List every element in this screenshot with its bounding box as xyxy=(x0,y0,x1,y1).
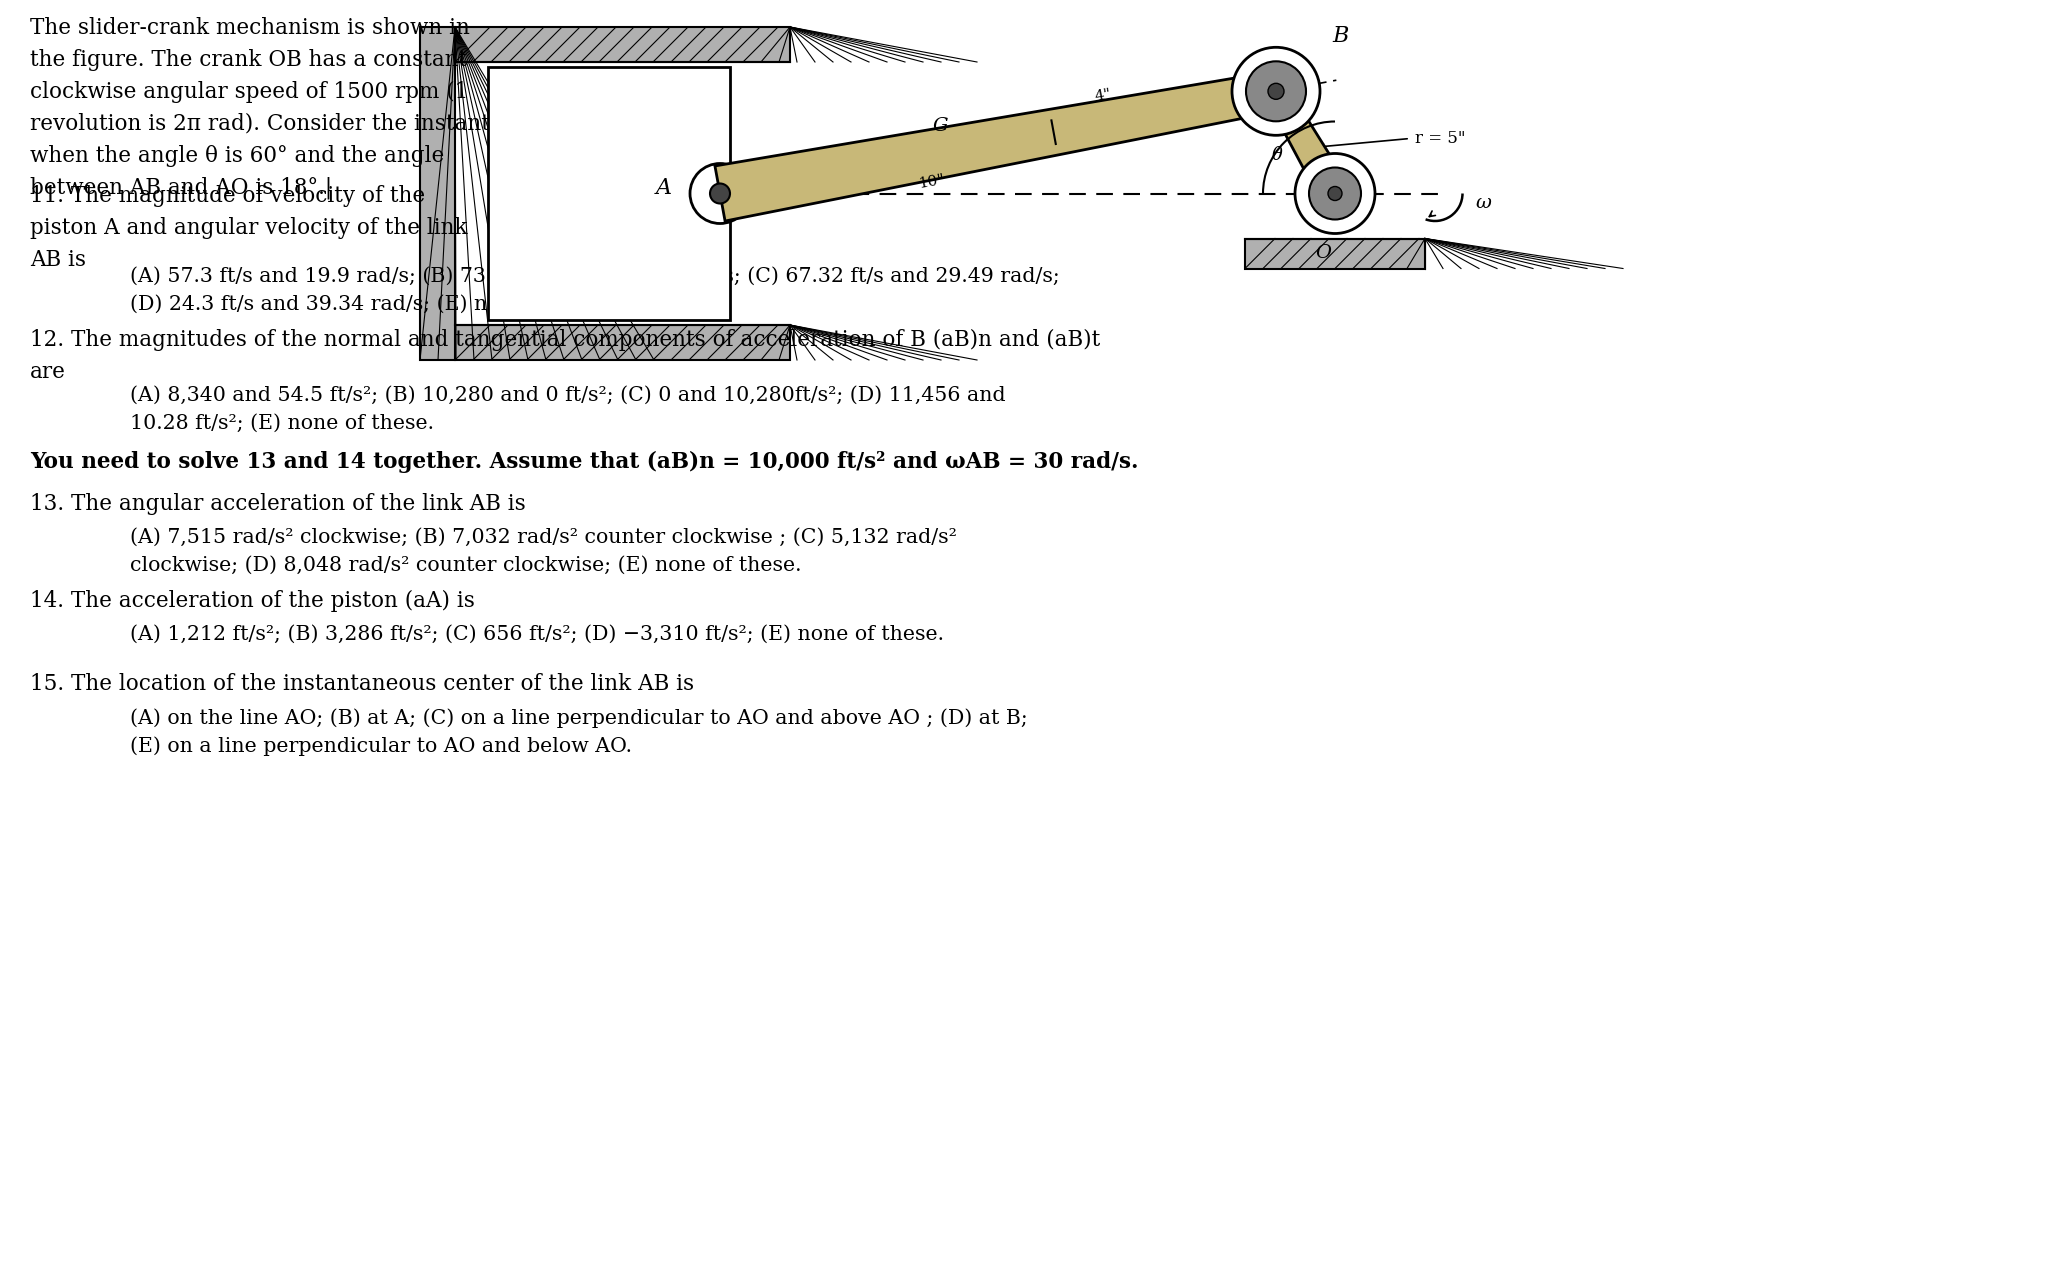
Text: ω: ω xyxy=(1475,195,1492,212)
Circle shape xyxy=(1232,47,1320,135)
Text: θ: θ xyxy=(1271,146,1283,164)
Circle shape xyxy=(1269,83,1285,99)
Text: (A) 8,340 and 54.5 ft/s²; (B) 10,280 and 0 ft/s²; (C) 0 and 10,280ft/s²; (D) 11,: (A) 8,340 and 54.5 ft/s²; (B) 10,280 and… xyxy=(131,385,1007,432)
Text: 10": 10" xyxy=(917,173,945,191)
Circle shape xyxy=(690,164,751,224)
Circle shape xyxy=(1328,187,1342,201)
Text: 13. The angular acceleration of the link AB is: 13. The angular acceleration of the link… xyxy=(31,494,526,515)
Circle shape xyxy=(1295,154,1375,234)
Text: A: A xyxy=(657,178,671,200)
Polygon shape xyxy=(1246,239,1424,268)
Circle shape xyxy=(1309,168,1361,220)
Text: (A) 1,212 ft/s²; (B) 3,286 ft/s²; (C) 656 ft/s²; (D) −3,310 ft/s²; (E) none of t: (A) 1,212 ft/s²; (B) 3,286 ft/s²; (C) 65… xyxy=(131,625,943,644)
Text: 14. The acceleration of the piston (aA) is: 14. The acceleration of the piston (aA) … xyxy=(31,590,475,612)
Polygon shape xyxy=(489,67,730,321)
Text: (A) 57.3 ft/s and 19.9 rad/s; (B) 73. 21 ft/s and 33.42 rad/s; (C) 67.32 ft/s an: (A) 57.3 ft/s and 19.9 rad/s; (B) 73. 21… xyxy=(131,267,1060,314)
Circle shape xyxy=(1246,61,1305,121)
Polygon shape xyxy=(714,71,1279,221)
Text: (A) on the line AO; (B) at A; (C) on a line perpendicular to AO and above AO ; (: (A) on the line AO; (B) at A; (C) on a l… xyxy=(131,709,1027,757)
Text: B: B xyxy=(1332,25,1348,47)
Text: 4": 4" xyxy=(1093,88,1113,104)
Text: The slider-crank mechanism is shown in
the figure. The crank OB has a constant
c: The slider-crank mechanism is shown in t… xyxy=(31,17,489,198)
Polygon shape xyxy=(454,27,790,62)
Polygon shape xyxy=(454,326,790,360)
Text: G: G xyxy=(933,117,947,135)
Text: O: O xyxy=(1316,243,1332,262)
Polygon shape xyxy=(419,27,454,360)
Text: r = 5": r = 5" xyxy=(1416,130,1465,148)
Text: (A) 7,515 rad/s² clockwise; (B) 7,032 rad/s² counter clockwise ; (C) 5,132 rad/s: (A) 7,515 rad/s² clockwise; (B) 7,032 ra… xyxy=(131,528,958,575)
Polygon shape xyxy=(1266,85,1348,201)
Text: 11. The magnitude of velocity of the
piston A and angular velocity of the link
A: 11. The magnitude of velocity of the pis… xyxy=(31,184,469,271)
Text: You need to solve 13 and 14 together. Assume that (aB)n = 10,000 ft/s² and ωAB =: You need to solve 13 and 14 together. As… xyxy=(31,452,1138,473)
Circle shape xyxy=(710,183,730,204)
Text: 15. The location of the instantaneous center of the link AB is: 15. The location of the instantaneous ce… xyxy=(31,673,694,695)
Text: 12. The magnitudes of the normal and tangential components of acceleration of B : 12. The magnitudes of the normal and tan… xyxy=(31,329,1101,383)
